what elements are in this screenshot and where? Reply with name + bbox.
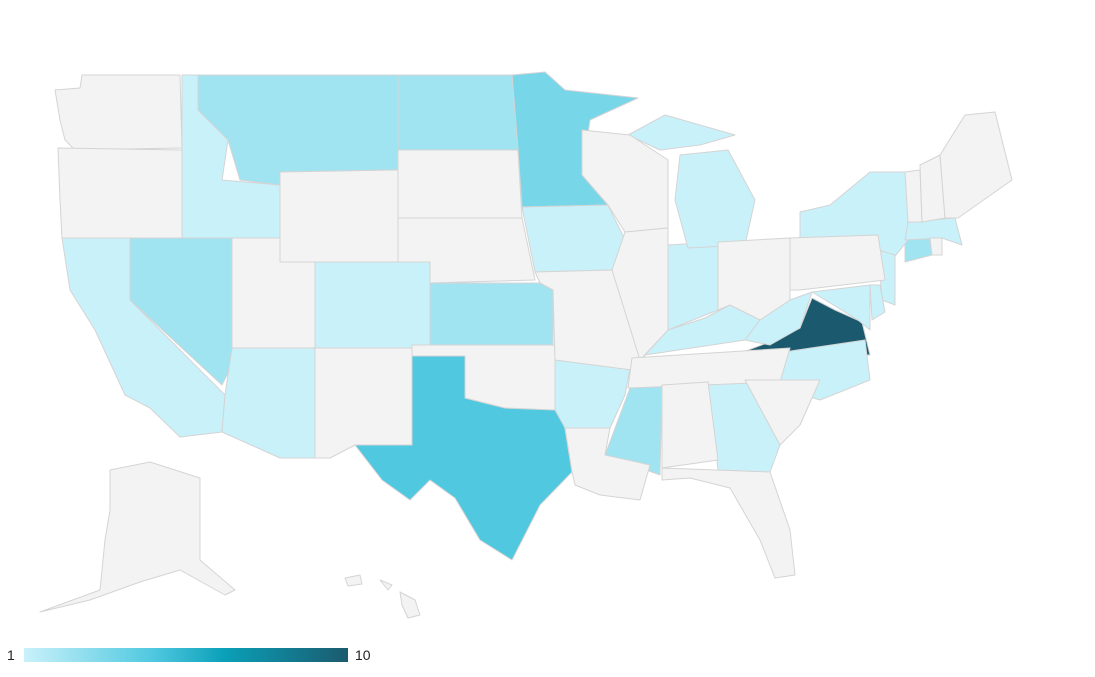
- state-hi[interactable]: [344, 574, 421, 619]
- state-ne[interactable]: [397, 217, 536, 284]
- state-ca[interactable]: [61, 237, 226, 438]
- state-ma[interactable]: [904, 217, 963, 246]
- state-nd[interactable]: [397, 74, 519, 151]
- state-co[interactable]: [314, 261, 431, 349]
- state-sd[interactable]: [397, 149, 523, 219]
- state-ct[interactable]: [904, 237, 933, 263]
- state-al[interactable]: [661, 381, 719, 469]
- state-mt[interactable]: [197, 74, 399, 186]
- state-la[interactable]: [564, 427, 651, 501]
- state-nm[interactable]: [314, 347, 413, 459]
- state-il[interactable]: [611, 227, 669, 361]
- legend-min-label: 1: [7, 647, 15, 663]
- state-me[interactable]: [939, 111, 1013, 219]
- state-pa[interactable]: [789, 234, 886, 291]
- state-wy[interactable]: [279, 169, 399, 263]
- state-de[interactable]: [869, 284, 886, 321]
- state-sc[interactable]: [744, 379, 821, 446]
- legend-max-label: 10: [355, 647, 371, 663]
- state-ia[interactable]: [521, 204, 626, 273]
- state-ks[interactable]: [429, 282, 554, 346]
- state-ak[interactable]: [39, 461, 236, 613]
- state-vt[interactable]: [904, 169, 923, 223]
- state-ri[interactable]: [929, 237, 943, 256]
- state-az[interactable]: [221, 347, 316, 459]
- state-or[interactable]: [57, 147, 183, 239]
- state-wa[interactable]: [54, 74, 183, 151]
- state-fl[interactable]: [661, 467, 796, 579]
- color-legend: 1 10: [0, 640, 420, 670]
- state-id[interactable]: [181, 74, 281, 239]
- state-md[interactable]: [811, 284, 871, 331]
- legend-gradient-bar: [24, 648, 348, 662]
- state-ut[interactable]: [231, 237, 316, 349]
